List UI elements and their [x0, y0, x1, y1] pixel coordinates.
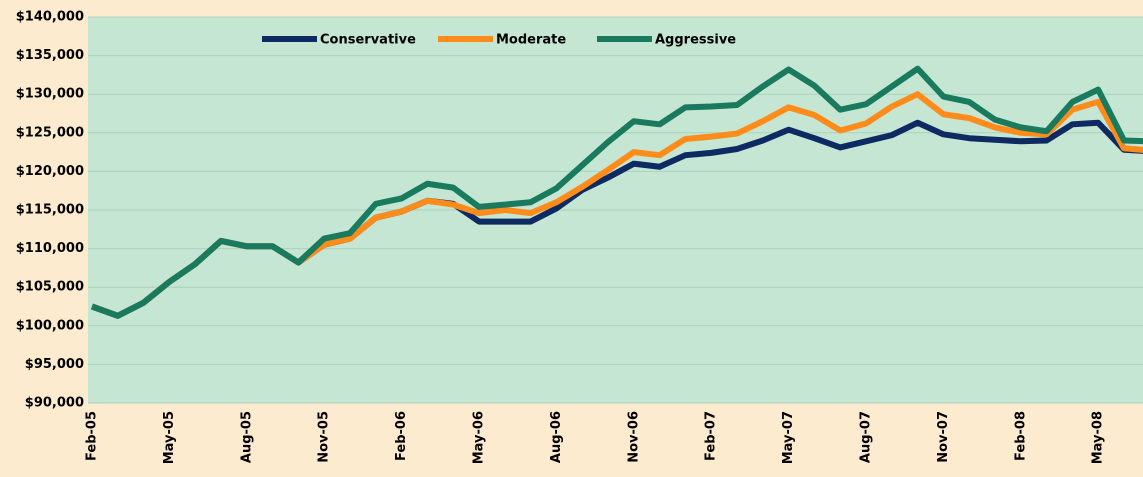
y-tick-label: $100,000: [16, 318, 84, 333]
y-tick-label: $140,000: [16, 10, 84, 25]
y-tick-label: $90,000: [25, 396, 84, 411]
x-tick-label: Feb-05: [85, 411, 100, 461]
x-tick-label: Nov-05: [317, 411, 332, 463]
x-tick-label: Feb-07: [704, 411, 719, 461]
x-tick-label: Feb-06: [394, 411, 409, 461]
y-tick-label: $110,000: [16, 241, 84, 256]
legend-label: Moderate: [496, 33, 566, 48]
x-tick-label: Aug-07: [859, 411, 874, 463]
lines: [90, 65, 1143, 319]
labels: $90,000 $95,000 $100,000 $105,000 $110,000 $1…: [16, 10, 1106, 465]
legend-label: Conservative: [320, 33, 416, 48]
legend-label: Aggressive: [655, 33, 736, 48]
legend: Conservative Moderate Aggressive: [262, 33, 736, 48]
y-tick-label: $120,000: [16, 164, 84, 179]
y-tick-label: $105,000: [16, 280, 84, 295]
y-tick-label: $95,000: [25, 357, 84, 372]
x-tick-label: May-08: [1091, 411, 1106, 464]
x-tick-label: Nov-06: [626, 411, 641, 463]
y-tick-label: $125,000: [16, 125, 84, 140]
x-tick-label: Aug-05: [239, 411, 254, 463]
grid: [88, 16, 1143, 404]
x-tick-label: Aug-06: [549, 411, 564, 463]
y-tick-label: $115,000: [16, 203, 84, 218]
x-tick-label: Feb-08: [1013, 411, 1028, 461]
series-line: [90, 65, 1143, 319]
x-tick-label: May-06: [472, 411, 487, 464]
x-tick-label: May-05: [162, 411, 177, 464]
y-tick-label: $130,000: [16, 87, 84, 102]
x-tick-label: Nov-07: [936, 411, 951, 463]
x-tick-label: May-07: [781, 411, 796, 464]
y-tick-label: $135,000: [16, 48, 84, 63]
